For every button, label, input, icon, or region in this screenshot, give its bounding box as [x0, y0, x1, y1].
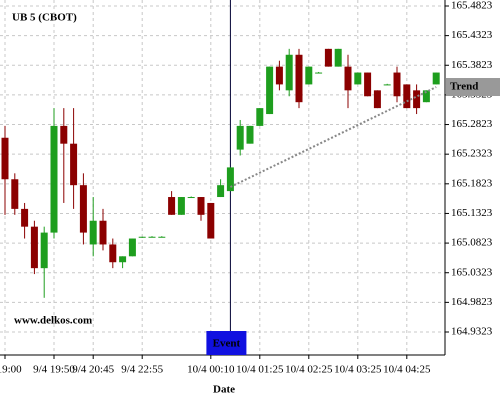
candle-body — [432, 72, 440, 85]
candle-body — [256, 108, 264, 126]
candle-body — [99, 220, 107, 245]
candle-body — [40, 232, 48, 269]
candle-body — [413, 90, 421, 109]
y-tick-label: 164.9323 — [451, 326, 493, 338]
x-axis-label: Date — [213, 384, 235, 396]
candle-body — [422, 90, 430, 103]
y-tick-label: 165.3823 — [451, 59, 493, 71]
trend-label-box — [446, 78, 500, 97]
candle-body — [109, 244, 117, 263]
candle-body — [128, 238, 136, 257]
candle-body — [119, 256, 127, 263]
candle-body — [217, 185, 225, 198]
candle-body — [50, 125, 58, 233]
candle-body — [393, 72, 401, 97]
candle-body — [177, 197, 185, 215]
candle-body — [295, 54, 303, 103]
watermark: www.delkos.com — [14, 315, 92, 327]
candle-body — [197, 197, 205, 215]
candle-body — [148, 236, 156, 238]
x-tick-label: 9/4 20:45 — [72, 364, 114, 376]
chart-title: UB 5 (CBOT) — [12, 12, 77, 24]
y-tick-label: 165.1823 — [451, 177, 493, 189]
candle-body — [226, 167, 234, 192]
event-label-box — [206, 331, 247, 355]
trend-label: Trend — [450, 81, 478, 93]
y-tick-label: 165.1323 — [451, 207, 493, 219]
y-tick-label: 164.9823 — [451, 296, 493, 308]
candle-body — [305, 66, 313, 85]
candle-body — [275, 66, 283, 85]
candle-body — [79, 185, 87, 233]
x-tick-label: 4 19:00 — [0, 364, 22, 376]
candle-body — [334, 48, 342, 67]
y-tick-label: 165.4823 — [451, 0, 493, 12]
candle-body — [364, 72, 372, 97]
x-tick-label: 10/4 00:10 — [187, 364, 235, 376]
candle-body — [285, 54, 293, 91]
candle-body — [158, 236, 166, 238]
candle-body — [324, 48, 332, 67]
candle-body — [21, 208, 29, 227]
candle-body — [236, 125, 244, 150]
candle-body — [246, 125, 254, 144]
candle-body — [70, 143, 78, 186]
candle-body — [315, 72, 323, 74]
x-tick-label: 10/4 02:25 — [285, 364, 333, 376]
candle-body — [168, 197, 176, 215]
x-tick-label: 10/4 03:25 — [334, 364, 382, 376]
candle-body — [60, 125, 68, 144]
candle-body — [138, 236, 146, 238]
candle-body — [89, 220, 97, 245]
x-tick-label: 9/4 22:55 — [121, 364, 163, 376]
y-tick-label: 165.0323 — [451, 266, 493, 278]
candle-body — [266, 66, 274, 115]
y-tick-label: 165.4323 — [451, 29, 493, 41]
x-tick-label: 10/4 01:25 — [236, 364, 284, 376]
event-label: Event — [213, 338, 241, 350]
candle-body — [30, 226, 38, 269]
y-tick-label: 165.2323 — [451, 148, 493, 160]
candle-body — [187, 197, 195, 199]
x-tick-label: 10/4 04:25 — [383, 364, 431, 376]
candle-body — [344, 66, 352, 91]
candle-body — [207, 202, 215, 239]
x-tick-label: 9/4 19:50 — [33, 364, 75, 376]
y-tick-label: 165.2823 — [451, 118, 493, 130]
candle-body — [11, 179, 19, 209]
candle-body — [354, 72, 362, 85]
candle-body — [403, 84, 411, 109]
candle-body — [383, 84, 391, 86]
y-tick-label: 165.0823 — [451, 237, 493, 249]
candle-body — [373, 90, 381, 109]
candle-body — [1, 137, 9, 180]
